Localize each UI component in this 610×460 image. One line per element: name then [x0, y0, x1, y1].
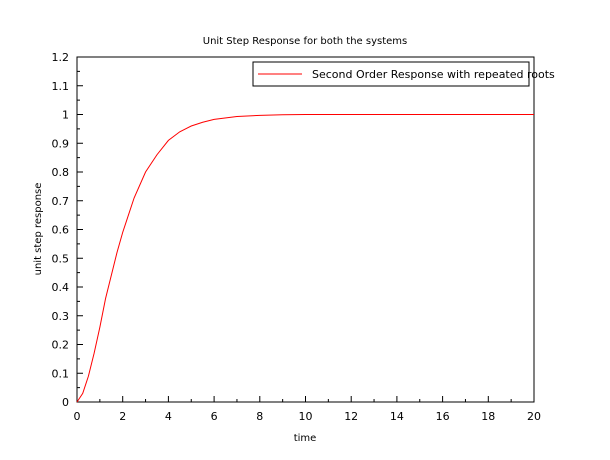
- y-tick-label: 0.5: [52, 252, 70, 265]
- y-tick-label: 1: [62, 109, 69, 122]
- y-tick-label: 0: [62, 396, 69, 409]
- x-tick-label: 12: [344, 410, 358, 423]
- x-tick-label: 16: [436, 410, 450, 423]
- y-axis: 0 0.1 0.2 0.3 0.4 0.5 0.6 0.7 0.8 0.9 1 1.1 1.2: [52, 51, 83, 409]
- x-tick-label: 4: [165, 410, 172, 423]
- x-axis: 0 2 4 6 8 10 12 14 16 18 20: [74, 396, 541, 423]
- y-tick-label: 0.1: [52, 367, 70, 380]
- x-tick-label: 0: [74, 410, 81, 423]
- x-tick-label: 6: [211, 410, 218, 423]
- x-axis-label: time: [294, 433, 317, 444]
- x-tick-label: 2: [119, 410, 126, 423]
- y-tick-label: 0.4: [52, 281, 70, 294]
- x-tick-label: 18: [481, 410, 495, 423]
- legend-label: Second Order Response with repeated root…: [312, 68, 555, 81]
- x-tick-label: 14: [390, 410, 404, 423]
- x-tick-label: 8: [256, 410, 263, 423]
- x-tick-label: 20: [527, 410, 541, 423]
- y-tick-label: 0.2: [52, 339, 70, 352]
- y-tick-label: 1.1: [52, 80, 70, 93]
- y-tick-label: 0.3: [52, 310, 70, 323]
- x-tick-label: 10: [299, 410, 313, 423]
- y-tick-label: 0.7: [52, 195, 70, 208]
- y-tick-label: 0.6: [52, 224, 70, 237]
- y-axis-label: unit step response: [33, 183, 44, 276]
- y-tick-label: 1.2: [52, 51, 70, 64]
- series-line-second-order-response: [76, 114, 534, 403]
- legend: Second Order Response with repeated root…: [252, 61, 555, 87]
- y-tick-label: 0.8: [52, 166, 70, 179]
- chart-title: Unit Step Response for both the systems: [203, 36, 407, 47]
- y-tick-label: 0.9: [52, 137, 70, 150]
